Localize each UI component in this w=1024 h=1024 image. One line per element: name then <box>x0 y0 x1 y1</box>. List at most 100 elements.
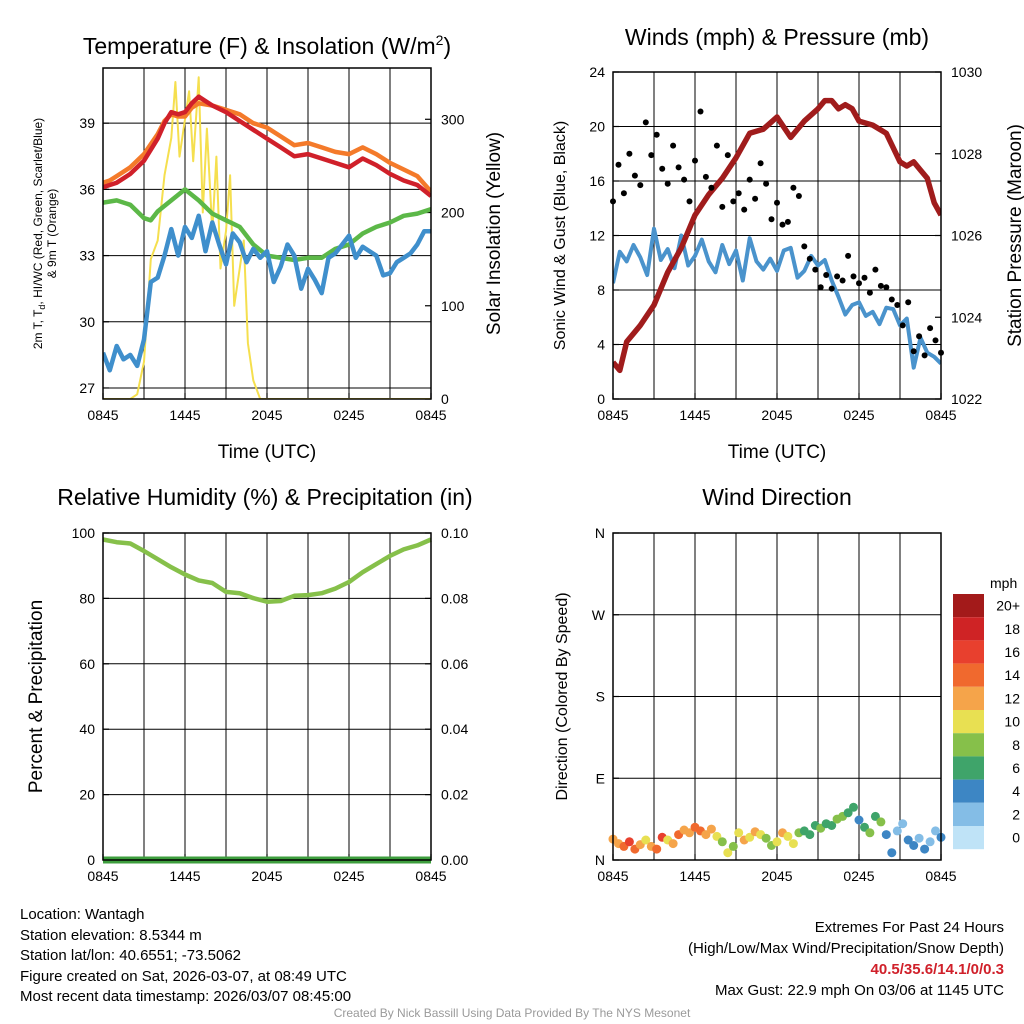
winds-gust-point <box>746 176 753 183</box>
wind-speed-legend-swatch <box>953 594 984 618</box>
temperature-ytick-right-label: 100 <box>441 298 465 314</box>
winds-gust-point <box>872 266 879 273</box>
temperature-ylabel-line2: & 9m T (Orange) <box>45 189 59 279</box>
winds-gust-point <box>713 142 720 149</box>
wind-direction-title: Wind Direction <box>702 484 852 510</box>
winds-gust-point <box>823 272 830 278</box>
wind-speed-legend-label: 20+ <box>996 598 1020 614</box>
extremes-title: Extremes For Past 24 Hours <box>814 919 1004 936</box>
wind_direction-xtick-label: 2045 <box>761 868 792 884</box>
temperature-xtick-label: 0845 <box>415 407 446 423</box>
winds-gust-point <box>642 119 649 126</box>
winds-gust-point <box>763 180 770 187</box>
winds-gust-point <box>894 302 901 308</box>
winds-gust-point <box>817 284 824 291</box>
wind-speed-legend-title: mph <box>990 575 1017 591</box>
temperature-ytick-label: 30 <box>79 314 95 330</box>
temperature-ylabel-right: Solar Insolation (Yellow) <box>484 132 505 335</box>
wind-direction-point <box>624 837 634 847</box>
wind-direction-point <box>668 839 678 849</box>
winds-gust-point <box>648 152 655 159</box>
recent-data-timestamp: Most recent data timestamp: 2026/03/07 0… <box>20 988 352 1005</box>
temperature-ytick-label: 27 <box>79 380 95 396</box>
winds-gust-point <box>626 150 633 157</box>
wind-direction-point <box>717 837 727 847</box>
station-latlon: Station lat/lon: 40.6551; -73.5062 <box>20 947 242 964</box>
winds-gust-point <box>670 142 677 149</box>
winds-gust-point <box>719 203 726 210</box>
humidity-ytick-right-label: 0.02 <box>441 787 468 803</box>
winds-ytick-label: 0 <box>597 391 605 407</box>
winds-gust-point <box>877 282 884 289</box>
winds-ytick-right-label: 1026 <box>951 228 982 244</box>
temperature-ylabel-line1-text: 2m T, T <box>31 309 45 349</box>
humidity-title: Relative Humidity (%) & Precipitation (i… <box>57 484 472 510</box>
humidity-ylabel: Percent & Precipitation <box>26 600 47 793</box>
winds-gust-point <box>708 184 715 191</box>
wind_direction-ytick-label: S <box>596 689 605 705</box>
humidity-ytick-right-label: 0.00 <box>441 852 468 868</box>
winds-gust-point <box>916 333 923 340</box>
winds-gust-point <box>795 193 802 199</box>
temperature-series-solar-insolation <box>103 76 431 399</box>
temperature-ylabel-line1-rest: , HI/WC (Red, Green, Scarlet/Blue) <box>31 118 45 305</box>
wind-direction-point <box>931 826 940 836</box>
wind_direction-ytick-label: E <box>596 770 605 786</box>
wind_direction-xtick-label: 0845 <box>925 868 956 884</box>
wind-direction-point <box>849 802 858 812</box>
temperature-ytick-label: 33 <box>79 248 95 264</box>
wind-speed-legend-label: 0 <box>1012 830 1020 846</box>
winds-gust-point <box>702 173 709 180</box>
winds-gust-point <box>921 352 928 359</box>
winds-ylabel-right: Station Pressure (Maroon) <box>1005 124 1024 347</box>
wind-speed-legend-label: 16 <box>1004 644 1020 660</box>
temperature-ytick-label: 39 <box>79 115 95 131</box>
wind-speed-legend-swatch <box>953 640 984 664</box>
humidity-ytick-label: 0 <box>87 852 95 868</box>
winds-ylabel: Sonic Wind & Gust (Blue, Black) <box>552 121 569 350</box>
winds-gust-point <box>681 176 688 183</box>
humidity-ytick-label: 60 <box>79 656 95 672</box>
temperature-ytick-right-label: 300 <box>441 111 465 127</box>
wind-direction-point <box>805 830 815 840</box>
wind-speed-legend-swatch <box>953 802 984 826</box>
wind-direction-point <box>701 830 711 840</box>
winds-ytick-right-label: 1030 <box>951 64 982 80</box>
wind-direction-point <box>772 837 782 847</box>
winds-gust-point <box>801 243 808 250</box>
winds-ytick-label: 4 <box>597 337 605 353</box>
station-info: Location: Wantagh Station elevation: 8.5… <box>20 905 351 1008</box>
wind-direction-point <box>909 841 919 850</box>
winds-ytick-label: 20 <box>589 119 605 135</box>
wind-speed-legend-label: 12 <box>1004 690 1020 706</box>
humidity-ytick-right-label: 0.10 <box>441 525 468 541</box>
winds-gust-point <box>850 273 857 280</box>
humidity-ytick-label: 80 <box>79 590 95 606</box>
temperature-title-close: ) <box>443 33 451 59</box>
wind-speed-legend-swatch <box>953 733 984 757</box>
humidity-ytick-right-label: 0.08 <box>441 590 468 606</box>
wind-speed-legend-label: 10 <box>1004 714 1020 730</box>
humidity-ytick-right-label: 0.06 <box>441 656 468 672</box>
winds-gust-point <box>910 348 917 355</box>
winds-gust-point <box>806 255 813 262</box>
temperature-ytick-right-label: 200 <box>441 205 465 221</box>
humidity-ytick-label: 40 <box>79 721 95 737</box>
winds-gust-point <box>735 190 742 197</box>
winds-gust-point <box>653 131 660 138</box>
humidity-series-relative-humidity <box>102 537 432 604</box>
wind_direction-xtick-label: 1445 <box>679 868 710 884</box>
winds-gust-point <box>839 277 846 284</box>
station-elevation: Station elevation: 8.5344 m <box>20 926 202 944</box>
wind-direction-point <box>925 837 935 847</box>
temperature-ylabel-line1: 2m T, Td, HI/WC (Red, Green, Scarlet/Blu… <box>31 118 47 349</box>
temperature-ytick-label: 36 <box>79 181 95 197</box>
temperature-series-9m-t <box>103 101 431 194</box>
humidity-ytick-label: 20 <box>79 787 95 803</box>
winds-ytick-right-label: 1022 <box>951 391 982 407</box>
wind-direction-point <box>870 811 880 821</box>
winds-series-station-pressure <box>613 97 941 374</box>
wind-direction-point <box>920 844 930 854</box>
winds-gust-point <box>856 280 862 287</box>
